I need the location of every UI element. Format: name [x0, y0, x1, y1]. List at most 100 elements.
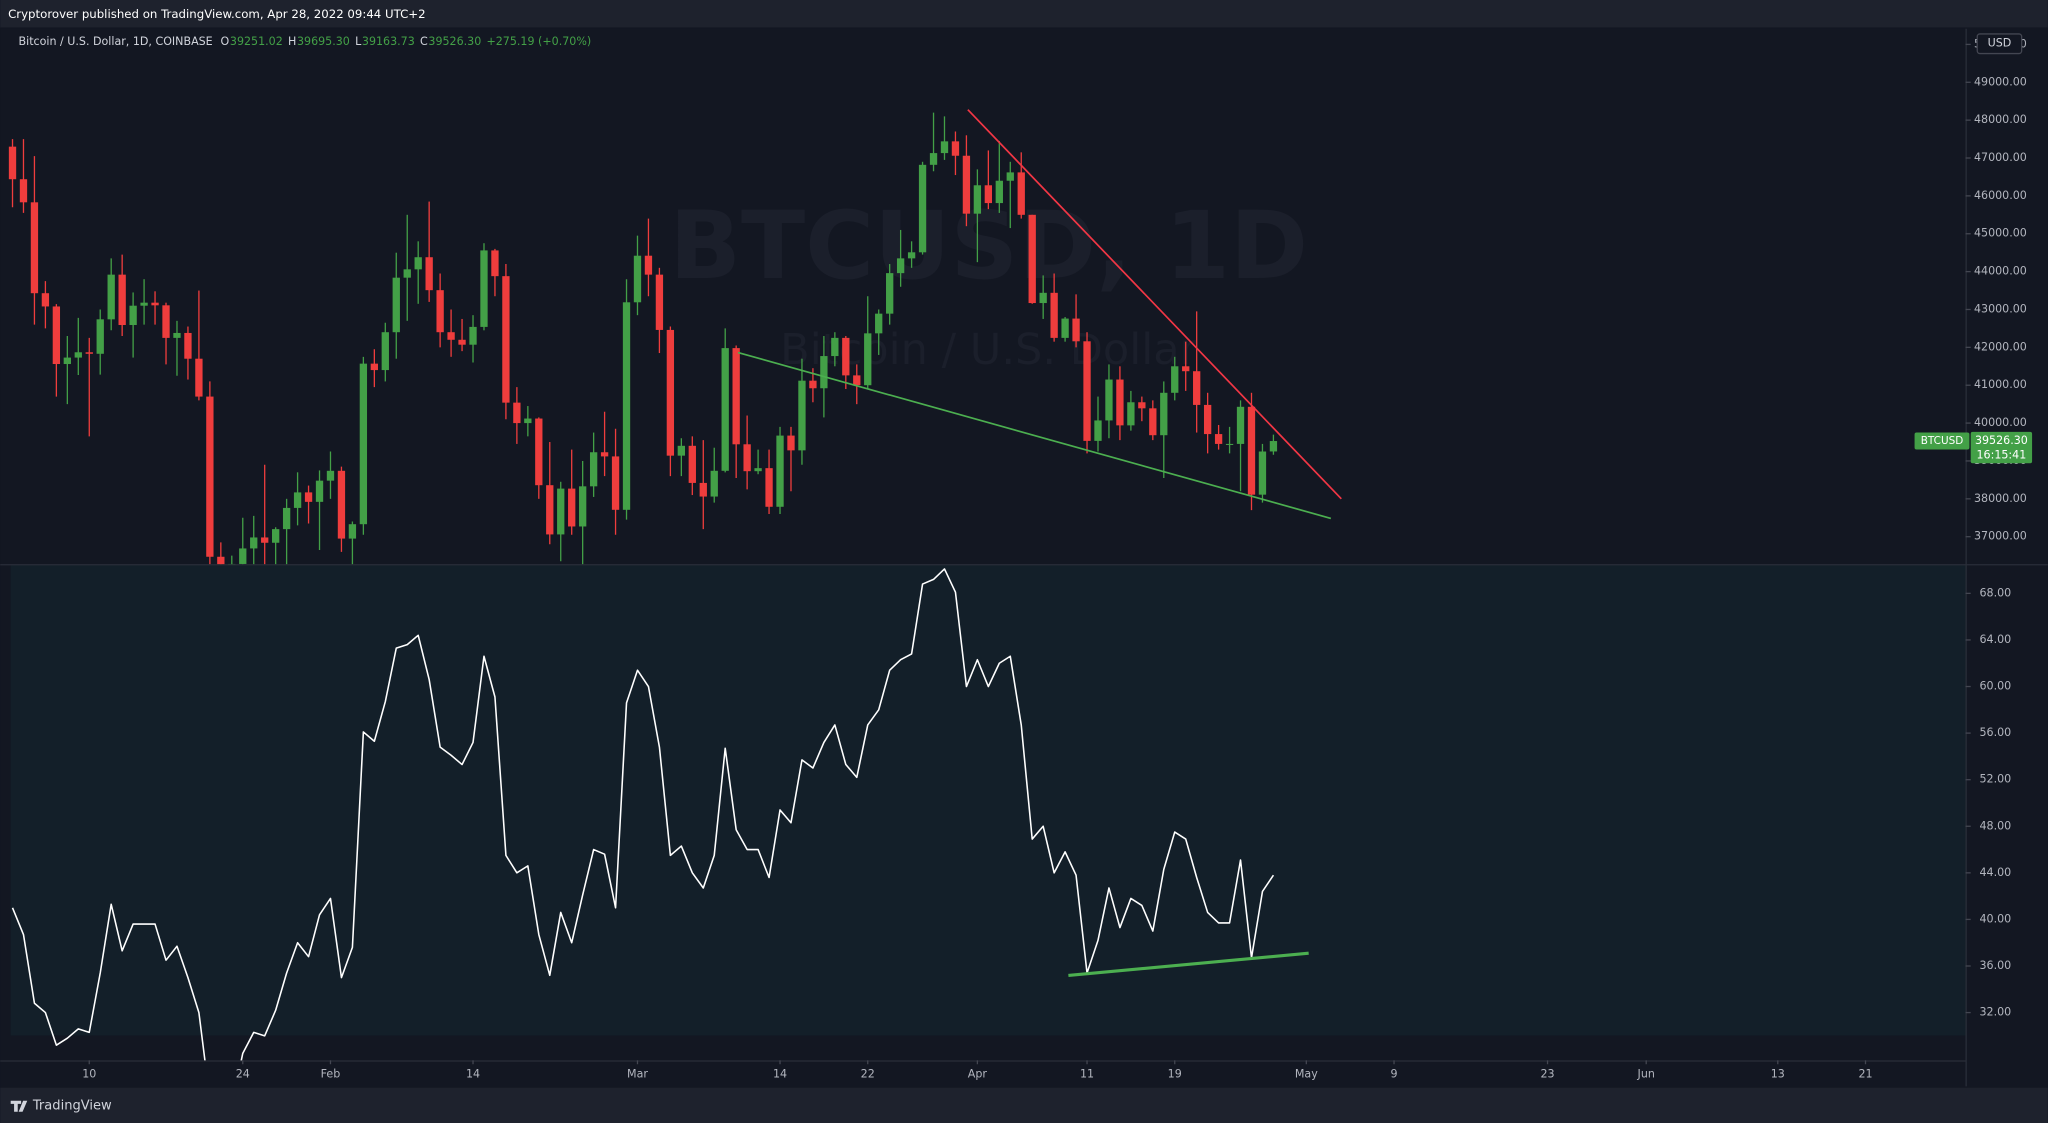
x-tick-label: 9: [1391, 1068, 1398, 1081]
x-tick-label: 24: [236, 1068, 250, 1081]
y-tick-label: 38000.00: [1974, 492, 2027, 505]
y-tick-label: 49000.00: [1974, 75, 2027, 88]
candle-body: [425, 257, 433, 291]
candle-body: [1214, 434, 1223, 444]
candle-body: [1083, 341, 1091, 441]
ohlc-legend: O 39251.02 H 39695.30 L 39163.73 C 39526.30 +275…: [221, 35, 592, 48]
candle-body: [787, 435, 795, 451]
legend-key: O: [221, 35, 230, 48]
candle-body: [315, 480, 324, 502]
x-tick-label: 23: [1540, 1068, 1554, 1081]
logo-mark: [10, 1100, 28, 1112]
rsi-trendline: [1068, 951, 1309, 978]
x-tick-label: Mar: [627, 1068, 648, 1081]
candle-body: [359, 363, 368, 525]
y-tick-label: 47000.00: [1974, 151, 2027, 164]
tag-countdown: 16:15:41: [1977, 448, 2027, 461]
candle-body: [1116, 379, 1124, 426]
candle-body: [337, 470, 346, 539]
x-tick-label: 22: [861, 1068, 875, 1081]
candle-body: [699, 482, 707, 497]
candle-body: [743, 444, 751, 472]
candle-body: [217, 556, 225, 565]
candle-body: [140, 302, 148, 306]
candle-body: [1105, 379, 1113, 421]
candle-body: [1138, 402, 1146, 409]
candle-body: [644, 255, 653, 275]
legend-key: L: [355, 35, 362, 48]
y-tick-label: 42000.00: [1974, 340, 2027, 353]
candle-body: [1094, 420, 1102, 441]
candle-body: [403, 269, 411, 278]
candle-body: [907, 252, 916, 259]
candle-body: [1050, 292, 1058, 338]
candle-body: [1236, 406, 1245, 444]
x-tick-label: Apr: [968, 1068, 988, 1081]
candle-body: [776, 435, 784, 507]
y-tick-label: 43000.00: [1974, 302, 2027, 315]
tag-value-box: [1970, 431, 2033, 464]
y-tick-label: 48000.00: [1974, 113, 2027, 126]
candle-body: [1017, 172, 1025, 215]
watermark-name: Bitcoin / U.S. Dollar: [780, 325, 1197, 375]
candle-body: [195, 358, 203, 397]
candle-body: [19, 179, 28, 203]
candle-body: [820, 356, 828, 389]
candle-body: [381, 332, 389, 371]
candle-body: [447, 332, 455, 340]
candle-body: [1193, 371, 1201, 405]
candle-body: [173, 332, 181, 338]
candle-body: [633, 255, 642, 303]
candle-body: [853, 375, 861, 386]
y-tick-label: 37000.00: [1974, 530, 2027, 543]
published-note: Cryptorover published on TradingView.com…: [8, 7, 426, 21]
candle-body: [74, 352, 82, 358]
tag-symbol-box: [1914, 432, 1970, 450]
candle-body: [940, 141, 949, 154]
candle-body: [293, 492, 302, 508]
y-tick-label: 45000.00: [1974, 227, 2027, 240]
candle-body: [414, 257, 422, 270]
candle-body: [611, 456, 620, 510]
candle-body: [228, 563, 236, 565]
x-tick-label: 11: [1080, 1068, 1094, 1081]
candle-body: [579, 486, 587, 527]
y-tick-label: 52.00: [1979, 773, 2011, 786]
candles: [8, 112, 1278, 565]
candle-body: [1258, 451, 1267, 495]
y-tick-label: 68.00: [1979, 586, 2011, 599]
candle-body: [1247, 406, 1256, 495]
axes: 37000.0038000.0039000.0040000.0041000.00…: [82, 37, 2027, 1080]
legend-key: H: [288, 35, 296, 48]
tag-value: 39526.30: [1975, 434, 2028, 447]
y-tick-label: 46000.00: [1974, 189, 2027, 202]
candle-body: [30, 202, 39, 294]
candle-body: [392, 277, 400, 333]
candle-body: [206, 396, 214, 557]
candle-body: [1127, 402, 1135, 426]
symbol-title: Bitcoin / U.S. Dollar, 1D, COINBASE: [19, 35, 213, 48]
x-tick-label: May: [1295, 1068, 1318, 1081]
footer-bar: [0, 1087, 2048, 1123]
legend-key: C: [420, 35, 428, 48]
y-tick-label: 44.00: [1979, 866, 2011, 879]
rsi: [11, 568, 1275, 1061]
legend-value: 39526.30: [428, 35, 481, 48]
rsi-pane: [10, 565, 1966, 1036]
candle-body: [842, 337, 850, 376]
candle-body: [272, 529, 280, 543]
candle-body: [524, 418, 532, 424]
candle-body: [250, 537, 258, 549]
candle-body: [688, 445, 696, 483]
candle-body: [491, 250, 499, 277]
candle-body: [666, 329, 675, 456]
candle-body: [655, 274, 664, 330]
candle-body: [1006, 172, 1014, 181]
candle-body: [546, 485, 554, 535]
candle-body: [151, 302, 159, 306]
candle-body: [8, 146, 17, 180]
candle-body: [282, 507, 291, 530]
candle-body: [129, 305, 137, 326]
candle-body: [754, 468, 762, 472]
